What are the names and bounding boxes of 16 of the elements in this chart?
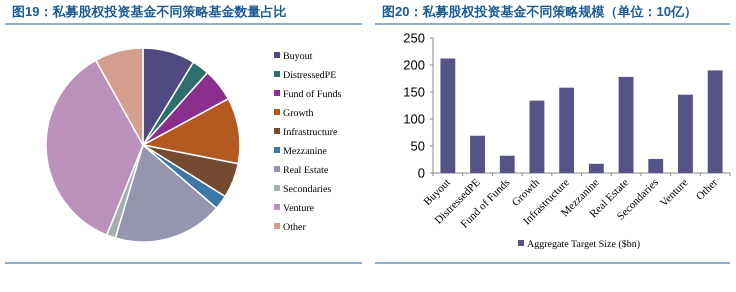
legend-label: Mezzanine bbox=[283, 146, 328, 157]
y-tick-label: 100 bbox=[403, 112, 425, 126]
y-tick-label: 200 bbox=[403, 58, 425, 72]
legend-label: DistressedPE bbox=[283, 70, 336, 81]
legend-label: Growth bbox=[283, 108, 314, 119]
title: 图20：私募股权投资基金不同策略规模（单位：10亿） bbox=[382, 4, 697, 19]
legend-label: Aggregate Target Size ($bn) bbox=[527, 239, 640, 250]
title: 图19：私募股权投资基金不同策略基金数量占比 bbox=[12, 4, 286, 19]
legend-label: Buyout bbox=[283, 51, 313, 62]
legend-label: Real Estate bbox=[283, 165, 329, 176]
legend-label: Infrastructure bbox=[283, 127, 338, 138]
y-tick-label: 250 bbox=[403, 30, 425, 46]
legend-label: Fund of Funds bbox=[283, 89, 342, 100]
y-tick-label: 0 bbox=[418, 166, 425, 180]
y-tick-label: 150 bbox=[403, 84, 425, 100]
y-tick-label: 50 bbox=[410, 138, 425, 154]
